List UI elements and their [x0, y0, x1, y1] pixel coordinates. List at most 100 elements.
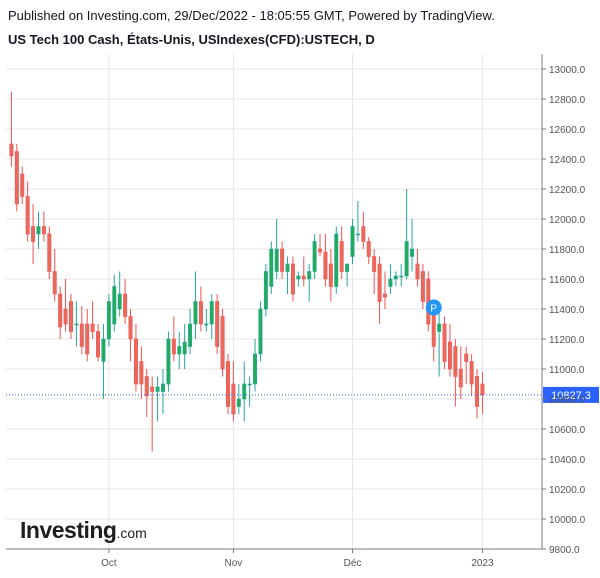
candle-body	[388, 278, 393, 287]
candle-body	[204, 323, 209, 326]
candle-body	[106, 301, 111, 340]
y-tick-label: 10000.0	[549, 515, 586, 526]
candle-body	[31, 226, 36, 242]
candle-up	[350, 219, 355, 264]
y-tick-label: 10800.0	[549, 395, 586, 406]
candle-up	[334, 226, 339, 294]
candle-up	[296, 271, 301, 287]
candle-body	[458, 368, 463, 388]
y-tick-label: 10600.0	[549, 425, 586, 436]
y-tick-label: 10400.0	[549, 455, 586, 466]
candle-down	[63, 279, 68, 332]
candle-body	[79, 323, 84, 347]
y-tick-label: 11600.0	[549, 275, 585, 286]
candle-body	[253, 353, 258, 385]
candle-down	[9, 91, 14, 167]
candle-body	[150, 386, 155, 392]
candles	[9, 91, 485, 452]
candle-body	[339, 241, 344, 272]
candle-up	[399, 264, 404, 287]
candle-up	[117, 271, 122, 317]
candle-body	[269, 248, 274, 287]
candle-body	[285, 263, 290, 272]
candle-down	[372, 249, 377, 294]
candle-body	[323, 251, 328, 280]
candle-body	[280, 248, 285, 272]
candle-down	[290, 256, 295, 302]
candle-up	[193, 271, 198, 339]
candle-down	[128, 309, 133, 362]
candle-down	[323, 234, 328, 287]
candle-body	[453, 346, 458, 377]
y-tick-label: 9800.0	[549, 545, 580, 556]
y-tick-label: 12600.0	[549, 125, 586, 136]
logo-word: Investing	[20, 517, 117, 543]
candle-down	[79, 306, 84, 354]
y-tick-label: 12000.0	[549, 215, 586, 226]
candle-up	[101, 324, 106, 399]
candle-body	[355, 233, 360, 236]
candle-down	[415, 249, 420, 287]
candle-up	[258, 301, 263, 362]
candle-down	[361, 211, 366, 249]
candle-up	[355, 201, 360, 242]
last-price-badge	[543, 386, 599, 403]
axes: 13000.0 12800.0 12600.0 12400.0 12200.0 12000…	[6, 54, 586, 569]
candle-body	[117, 293, 122, 310]
last-price-label: 10827.3	[551, 390, 591, 402]
x-tick-label: Nov	[224, 558, 242, 569]
candle-body	[236, 398, 241, 407]
candle-body	[36, 226, 41, 235]
candle-body	[404, 241, 409, 277]
candle-up	[388, 264, 393, 294]
candle-down	[139, 346, 144, 399]
candle-down	[198, 286, 203, 332]
candle-body	[198, 301, 203, 325]
candle-up	[437, 312, 442, 377]
candle-body	[171, 338, 176, 355]
candle-body	[469, 361, 474, 385]
candle-body	[14, 151, 19, 205]
candle-up	[274, 219, 279, 279]
candle-up	[393, 271, 398, 287]
candle-up	[263, 264, 268, 317]
candle-body	[209, 301, 214, 325]
candle-body	[415, 263, 420, 280]
candle-body	[377, 263, 382, 302]
candle-body	[296, 275, 301, 280]
candle-up	[36, 211, 41, 249]
candle-up	[74, 301, 79, 347]
y-tick-label: 12200.0	[549, 185, 586, 196]
candle-down	[220, 309, 225, 377]
x-tick-label: 2023	[471, 558, 494, 569]
candle-body	[383, 293, 387, 298]
candle-body	[307, 271, 312, 280]
candle-body	[101, 338, 106, 362]
candle-up	[155, 376, 160, 422]
candle-down	[339, 226, 344, 279]
candle-down	[90, 301, 95, 339]
candle-body	[372, 256, 377, 272]
candle-down	[475, 369, 480, 419]
x-tick-label: Déc	[344, 558, 362, 569]
candle-body	[90, 323, 95, 332]
candle-body	[231, 383, 236, 415]
candle-body	[410, 248, 415, 257]
candle-body	[20, 173, 25, 197]
y-tick-label: 11000.0	[549, 365, 585, 376]
candle-up	[247, 376, 252, 407]
candle-body	[25, 196, 30, 235]
candle-up	[269, 241, 274, 294]
candle-down	[52, 249, 57, 302]
y-tick-label: 13000.0	[549, 65, 586, 76]
candle-up	[177, 331, 182, 369]
candle-up	[307, 264, 312, 302]
y-tick-label: 11400.0	[549, 305, 585, 316]
candle-body	[220, 316, 225, 370]
event-marker-label: P	[430, 304, 437, 315]
candle-body	[393, 275, 398, 280]
candle-down	[464, 346, 469, 384]
candle-down	[14, 144, 19, 212]
candle-up	[345, 263, 350, 287]
